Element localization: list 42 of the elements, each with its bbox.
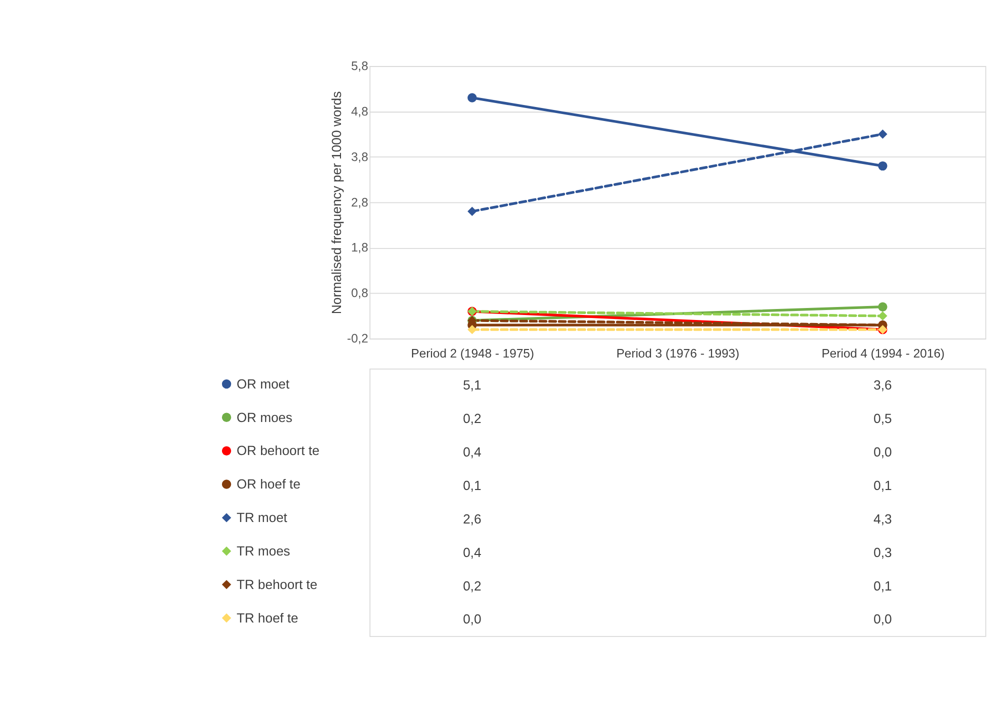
point — [878, 161, 888, 171]
y-tick-label: 1,8 — [351, 240, 368, 255]
data-label: 0,4 — [462, 444, 482, 460]
y-tick-label: 3,8 — [351, 150, 368, 164]
data-label: 0,1 — [874, 478, 892, 493]
y-tick-label: 2,8 — [351, 195, 368, 210]
data-label: 0,2 — [462, 411, 482, 426]
point — [468, 93, 477, 102]
data-label: 0,0 — [462, 612, 482, 627]
data-label: 0,1 — [462, 478, 482, 493]
point — [468, 206, 477, 216]
legend-label: TR moes — [236, 544, 291, 559]
y-tick-label: 5,8 — [351, 58, 368, 73]
data-label: 5,1 — [462, 378, 482, 393]
data-label: 0,1 — [874, 578, 892, 594]
point — [878, 302, 888, 312]
data-label: 0,0 — [874, 444, 892, 460]
data-label: 0,3 — [874, 544, 892, 560]
data-label: 4,3 — [874, 511, 892, 526]
legend-label: OR behoort te — [236, 443, 320, 458]
x-tick-label: Period 3 (1976 - 1993) — [616, 346, 740, 361]
y-tick-label: 4,8 — [351, 104, 368, 118]
y-tick-label: 0,8 — [351, 286, 368, 300]
data-label: 0,4 — [462, 544, 482, 560]
point — [878, 130, 888, 139]
legend-label: OR moes — [236, 410, 293, 425]
data-label: 3,6 — [874, 378, 892, 393]
legend-label: OR moet — [236, 376, 290, 392]
data-label: 0,2 — [462, 578, 482, 594]
point — [878, 311, 888, 321]
data-label: 2,6 — [462, 511, 482, 526]
data-label: 0,5 — [874, 411, 892, 426]
x-tick-label: Period 2 (1948 - 1975) — [411, 346, 534, 361]
point — [468, 324, 477, 334]
legend-label: TR hoef te — [236, 610, 298, 626]
data-label: 0,0 — [874, 612, 892, 627]
y-tick-label: -0,2 — [346, 332, 368, 346]
x-tick-label: Period 4 (1994 - 2016) — [822, 346, 945, 361]
y-axis-title: Normalised frequency per 1000 words — [328, 90, 344, 314]
legend-label: OR hoef te — [236, 476, 300, 492]
legend-label: TR behoort te — [236, 576, 318, 592]
legend-label: TR moet — [236, 510, 288, 526]
